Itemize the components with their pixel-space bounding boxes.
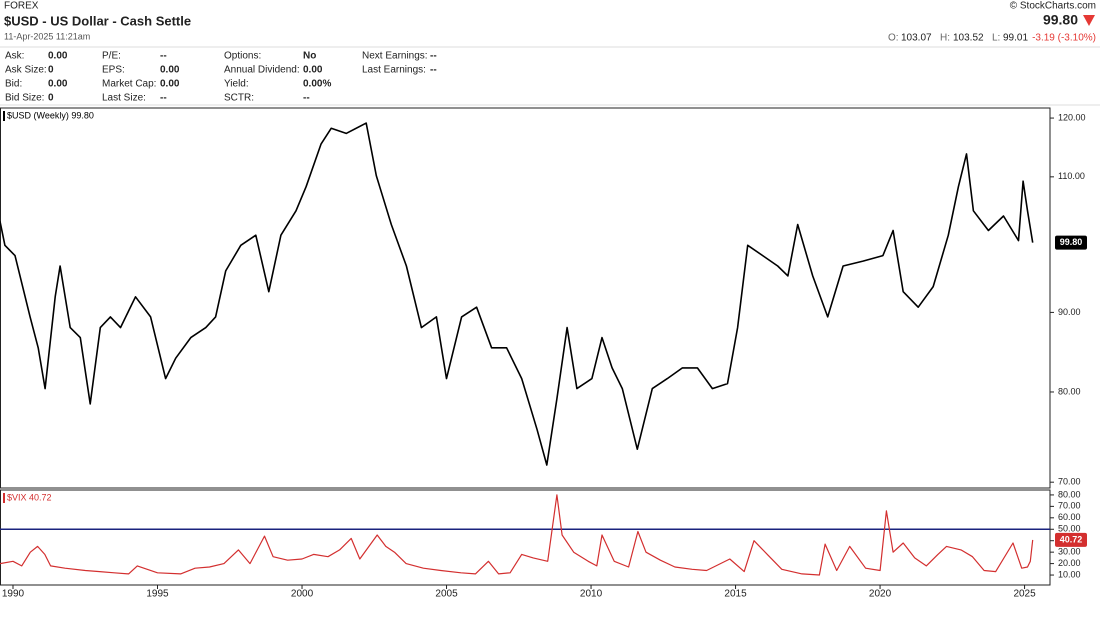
- price-line: [0, 494, 1034, 576]
- open-label: O:: [888, 33, 899, 44]
- last-value-label: 99.80: [1060, 237, 1083, 247]
- x-tick-label: 2000: [291, 589, 314, 600]
- down-arrow: [1083, 15, 1095, 26]
- x-tick-label: 2010: [580, 589, 603, 600]
- last-price: 99.80: [1043, 12, 1078, 28]
- quote-label: P/E:: [102, 51, 121, 62]
- y-tick-label: 20.00: [1058, 558, 1081, 568]
- panel-label: $VIX 40.72: [7, 492, 52, 502]
- x-tick-label: 2005: [435, 589, 458, 600]
- quote-value: 0.00: [303, 65, 323, 76]
- x-tick-label: 2025: [1013, 589, 1036, 600]
- quote-value: --: [430, 65, 437, 76]
- quote-value: --: [160, 51, 167, 62]
- quote-value: --: [160, 93, 167, 104]
- change: -3.19 (-3.10%): [1032, 33, 1096, 44]
- high-label: H:: [940, 33, 950, 44]
- quote-label: Bid Size:: [5, 93, 44, 104]
- quote-value: 0: [48, 93, 54, 104]
- panel-label: $USD (Weekly) 99.80: [7, 110, 94, 120]
- x-tick-label: 2015: [724, 589, 747, 600]
- quote-value: 0.00: [160, 79, 180, 90]
- x-tick-label: 1995: [146, 589, 169, 600]
- quote-label: Next Earnings:: [362, 51, 428, 62]
- quote-value: 0: [48, 65, 54, 76]
- quote-label: EPS:: [102, 65, 125, 76]
- last-value-label: 40.72: [1060, 534, 1083, 544]
- y-tick-label: 50.00: [1058, 524, 1081, 534]
- panel-border: [0, 107, 1051, 489]
- exchange: FOREX: [4, 1, 39, 12]
- price-line: [0, 122, 1034, 466]
- x-tick-label: 1990: [2, 589, 25, 600]
- quote-value: 0.00: [48, 51, 68, 62]
- y-tick-label: 120.00: [1058, 112, 1086, 122]
- y-tick-label: 30.00: [1058, 547, 1081, 557]
- quote-value: --: [430, 51, 437, 62]
- open: 103.07: [901, 33, 932, 44]
- last-value-tag: [1055, 532, 1087, 547]
- y-tick-label: 110.00: [1058, 171, 1085, 181]
- y-tick-label: 80.00: [1058, 489, 1081, 499]
- high: 103.52: [953, 33, 984, 44]
- low-label: L:: [992, 33, 1000, 44]
- quote-label: Yield:: [224, 79, 249, 90]
- panel-border: [0, 489, 1051, 586]
- symbol-title: $USD - US Dollar - Cash Settle: [4, 13, 191, 28]
- low: 99.01: [1003, 33, 1028, 44]
- label-swatch: [3, 493, 5, 503]
- copyright: © StockCharts.com: [1010, 1, 1096, 12]
- quote-label: Last Earnings:: [362, 65, 426, 76]
- quote-label: Ask Size:: [5, 65, 47, 76]
- quote-label: Bid:: [5, 79, 22, 90]
- quote-value: --: [303, 93, 310, 104]
- quote-label: Last Size:: [102, 93, 146, 104]
- x-tick-label: 2020: [869, 589, 892, 600]
- y-tick-label: 70.00: [1058, 477, 1081, 487]
- y-tick-label: 80.00: [1058, 386, 1081, 396]
- quote-label: Annual Dividend:: [224, 65, 300, 76]
- y-tick-label: 70.00: [1058, 501, 1081, 511]
- y-tick-label: 60.00: [1058, 512, 1081, 522]
- quote-label: SCTR:: [224, 93, 254, 104]
- quote-label: Market Cap:: [102, 79, 156, 90]
- quote-value: 0.00: [160, 65, 180, 76]
- timestamp: 11-Apr-2025 11:21am: [4, 31, 90, 41]
- y-tick-label: 10.00: [1058, 569, 1081, 579]
- quote-label: Ask:: [5, 51, 24, 62]
- quote-value: No: [303, 51, 316, 62]
- last-value-tag: [1055, 235, 1087, 250]
- y-tick-label: 90.00: [1058, 307, 1081, 317]
- quote-value: 0.00: [48, 79, 68, 90]
- quote-label: Options:: [224, 51, 261, 62]
- label-swatch: [3, 111, 5, 121]
- quote-value: 0.00%: [303, 79, 331, 90]
